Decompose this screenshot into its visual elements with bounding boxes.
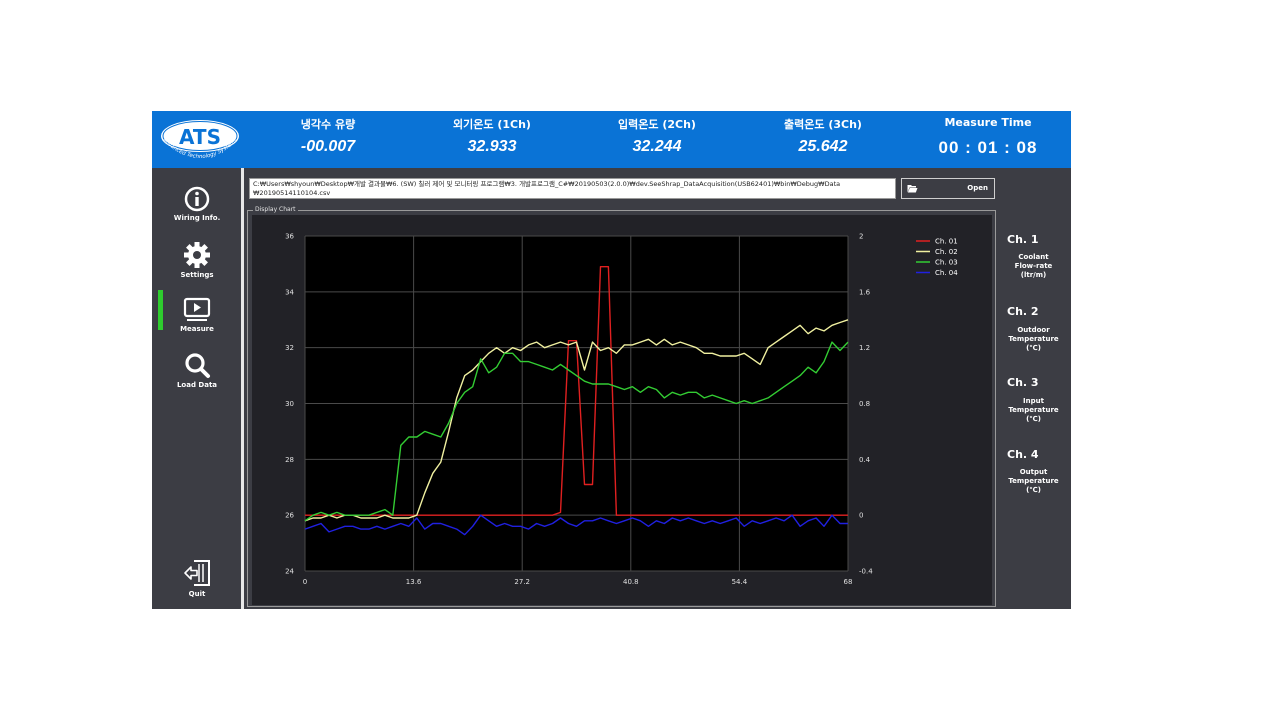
channel-desc-line: Coolant [1018, 253, 1049, 261]
ats-logo: ATS Advanced Technology Systems [155, 115, 245, 163]
open-button-label: Open [967, 184, 988, 192]
y2-tick-label: -0.4 [859, 568, 873, 576]
search-icon [185, 353, 210, 378]
display-chart-title: Display Chart [253, 206, 298, 213]
metric-input-temp: 입력온도 (2Ch) 32.244 [582, 111, 732, 156]
sidebar-item-load-data[interactable]: Load Data [152, 351, 242, 403]
metric-value: 32.933 [467, 138, 517, 155]
sidebar-item-wiring-info[interactable]: Wiring Info. [152, 186, 242, 238]
channel-title: Ch. 3 [1007, 376, 1039, 389]
active-indicator [158, 290, 163, 330]
sidebar-item-label: Quit [188, 590, 206, 598]
header-bar: ATS Advanced Technology Systems 냉각수 유량 -… [152, 111, 1071, 168]
logo-text: ATS [179, 125, 221, 149]
channel-info-panel: Ch. 1 Coolant Flow-rate (ltr/m) Ch. 2 Ou… [996, 168, 1071, 609]
channel-desc-line: Flow-rate [1014, 262, 1053, 270]
display-chart-group [247, 210, 996, 607]
sidebar-item-label: Load Data [176, 381, 218, 389]
channel-title: Ch. 1 [1007, 233, 1039, 246]
y2-tick-label: 0 [859, 512, 863, 520]
y-tick-label: 26 [285, 512, 294, 520]
sidebar-item-label: Wiring Info. [173, 214, 221, 222]
y-tick-label: 36 [285, 233, 294, 241]
channel-desc-line: Input [1023, 397, 1044, 405]
series-line-ch1 [305, 266, 848, 516]
file-path-line2: ₩20190514110104.csv [253, 189, 331, 197]
y-tick-label: 24 [285, 568, 294, 576]
metric-label: 출력온도 (3Ch) [784, 118, 862, 131]
legend-label: Ch. 01 [935, 238, 958, 246]
channel-desc-line: Output [1019, 468, 1048, 476]
app-window: ATS Advanced Technology Systems 냉각수 유량 -… [152, 111, 1071, 609]
sidebar-item-label: Settings [180, 271, 214, 279]
metric-value: 32.244 [632, 138, 682, 155]
metric-value: -00.007 [300, 138, 356, 155]
channel-desc: Outdoor Temperature (℃) [996, 326, 1071, 353]
sidebar-item-settings[interactable]: Settings [152, 241, 242, 293]
folder-open-icon [907, 185, 918, 193]
channel-desc-line: Outdoor [1017, 326, 1050, 334]
channel-desc-line: Temperature [1008, 335, 1059, 343]
chart-panel: 0 13.6 27.2 40.8 54.4 68 24 26 28 30 32 34 36 -0.4 0 0.… [252, 215, 992, 605]
sidebar-item-measure[interactable]: Measure [152, 297, 242, 349]
x-tick-label: 27.2 [514, 578, 530, 586]
sidebar-divider [241, 168, 244, 609]
channel-desc-line: (℃) [1026, 486, 1041, 494]
metric-measure-time: Measure Time 00 : 01 : 08 [913, 111, 1063, 158]
info-icon [184, 186, 210, 212]
sidebar: Wiring Info. Settings [152, 168, 242, 609]
x-tick-label: 68 [844, 578, 853, 586]
channel-desc: Output Temperature (℃) [996, 468, 1071, 495]
sidebar-item-quit[interactable]: Quit [152, 558, 242, 609]
y2-tick-label: 1.6 [859, 288, 871, 296]
x-tick-label: 40.8 [623, 578, 639, 586]
channel-desc-line: (℃) [1026, 344, 1041, 352]
channel-desc: Coolant Flow-rate (ltr/m) [996, 253, 1071, 280]
channel-title: Ch. 4 [1007, 448, 1039, 461]
x-tick-label: 54.4 [732, 578, 748, 586]
metric-output-temp: 출력온도 (3Ch) 25.642 [748, 111, 898, 156]
line-chart: 0 13.6 27.2 40.8 54.4 68 24 26 28 30 32 34 36 -0.4 0 0.… [285, 233, 958, 587]
channel-desc: Input Temperature (℃) [996, 397, 1071, 424]
channel-desc-line: Temperature [1008, 406, 1059, 414]
sidebar-item-label: Measure [180, 325, 214, 333]
exit-icon [184, 560, 210, 586]
legend-label: Ch. 03 [935, 259, 958, 267]
metric-coolant-flow: 냉각수 유량 -00.007 [253, 111, 403, 156]
x-tick-label: 13.6 [406, 578, 422, 586]
open-button[interactable]: Open [901, 178, 995, 199]
y-tick-label: 32 [285, 344, 294, 352]
channel-desc-line: Temperature [1008, 477, 1059, 485]
metric-label: 외기온도 (1Ch) [453, 118, 531, 131]
y2-tick-label: 0.8 [859, 400, 870, 408]
channel-desc-line: (℃) [1026, 415, 1041, 423]
metric-value: 00 : 01 : 08 [938, 138, 1038, 157]
gear-icon [184, 242, 210, 268]
file-path-line1: C:₩Users₩shyoun₩Desktop₩개발 결과물₩6. (SW) 칠… [253, 180, 841, 188]
metric-label: Measure Time [944, 116, 1032, 129]
metric-outdoor-temp: 외기온도 (1Ch) 32.933 [417, 111, 567, 156]
y2-tick-label: 0.4 [859, 456, 871, 464]
y2-tick-label: 2 [859, 233, 863, 241]
y-tick-label: 30 [285, 400, 294, 408]
y2-tick-label: 1.2 [859, 344, 870, 352]
x-tick-label: 0 [303, 578, 307, 586]
play-icon [183, 297, 211, 321]
legend-label: Ch. 02 [935, 248, 958, 256]
series-line-ch4 [304, 514, 848, 536]
metric-label: 냉각수 유량 [300, 118, 356, 131]
channel-desc-line: (ltr/m) [1020, 271, 1047, 279]
metric-value: 25.642 [798, 138, 848, 155]
legend-label: Ch. 04 [935, 269, 958, 277]
series-line-ch2 [304, 319, 849, 522]
series-line-ch3 [304, 341, 849, 522]
y-tick-label: 28 [285, 456, 294, 464]
metric-label: 입력온도 (2Ch) [618, 118, 696, 131]
channel-title: Ch. 2 [1007, 305, 1039, 318]
y-tick-label: 34 [285, 288, 294, 296]
file-path-field[interactable]: C:₩Users₩shyoun₩Desktop₩개발 결과물₩6. (SW) 칠… [249, 178, 896, 199]
